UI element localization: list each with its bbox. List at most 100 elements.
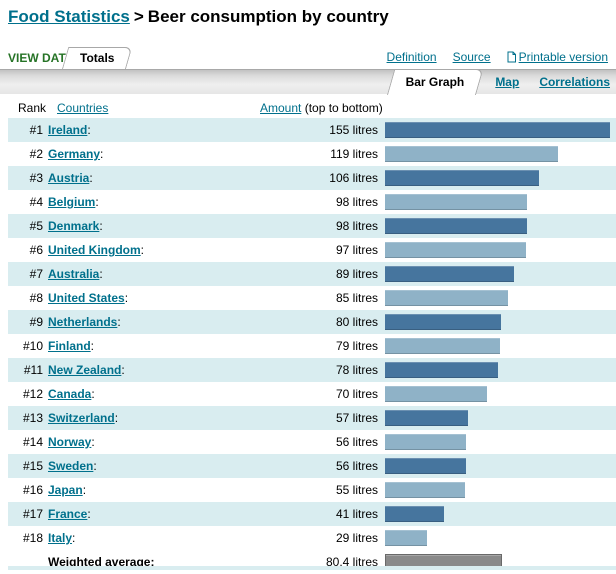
rank-cell: #12 bbox=[22, 387, 43, 401]
weighted-average-row: Weighted average: 80.4 litres bbox=[8, 550, 616, 574]
bar-area bbox=[378, 386, 616, 402]
table-row: #7 Australia: 89 litres bbox=[8, 262, 616, 286]
bar-area bbox=[378, 194, 616, 210]
bar-area bbox=[378, 314, 616, 330]
amount-bar bbox=[385, 434, 466, 450]
tab-totals[interactable]: Totals bbox=[62, 47, 133, 69]
country-colon: : bbox=[140, 243, 144, 257]
country-colon: : bbox=[82, 483, 87, 497]
country-link[interactable]: Switzerland bbox=[48, 411, 115, 425]
amount-column-header[interactable]: Amount bbox=[260, 101, 302, 115]
bar-area bbox=[378, 530, 616, 546]
rank-cell: #15 bbox=[22, 459, 43, 473]
country-link[interactable]: Norway bbox=[48, 435, 92, 449]
amount-bar bbox=[385, 290, 508, 306]
rank-cell: #2 bbox=[29, 147, 43, 161]
tab-map[interactable]: Map bbox=[495, 74, 520, 89]
printable-version[interactable]: Printable version bbox=[507, 50, 608, 64]
country-cell: United States: bbox=[43, 291, 300, 305]
bar-area bbox=[378, 482, 616, 498]
country-colon: : bbox=[99, 219, 103, 233]
amount-cell: 119 litres bbox=[330, 147, 378, 161]
bar-area bbox=[378, 290, 616, 306]
country-cell: Sweden: bbox=[43, 459, 300, 473]
country-link[interactable]: Sweden bbox=[48, 459, 94, 473]
country-link[interactable]: Australia bbox=[48, 267, 100, 281]
table-row: #15 Sweden: 56 litres bbox=[8, 454, 616, 478]
table-row: #16 Japan: 55 litres bbox=[8, 478, 616, 502]
country-cell: Netherlands: bbox=[43, 315, 300, 329]
rank-column-header: Rank bbox=[18, 101, 47, 115]
country-link[interactable]: France bbox=[48, 507, 88, 521]
bar-area bbox=[378, 170, 616, 186]
amount-cell: 78 litres bbox=[335, 363, 378, 377]
amount-cell: 106 litres bbox=[329, 171, 378, 185]
country-link[interactable]: Japan bbox=[48, 483, 83, 497]
tab-totals-label: Totals bbox=[80, 51, 115, 65]
bar-area bbox=[378, 338, 616, 354]
country-link[interactable]: New Zealand bbox=[48, 363, 122, 377]
country-link[interactable]: Ireland bbox=[48, 123, 88, 137]
country-link[interactable]: Finland bbox=[48, 339, 91, 353]
breadcrumb-food-statistics-link[interactable]: Food Statistics bbox=[8, 7, 130, 26]
amount-bar bbox=[385, 194, 527, 210]
bar-area bbox=[378, 506, 616, 522]
amount-column-header-group: Amount (top to bottom) bbox=[260, 101, 383, 115]
amount-bar bbox=[385, 122, 610, 138]
definition-link[interactable]: Definition bbox=[386, 50, 437, 64]
country-link[interactable]: Canada bbox=[48, 387, 92, 401]
bar-area bbox=[378, 122, 616, 138]
amount-cell: 56 litres bbox=[335, 435, 378, 449]
rank-cell: #6 bbox=[29, 243, 43, 257]
country-link[interactable]: Denmark bbox=[48, 219, 100, 233]
country-link[interactable]: United Kingdom bbox=[48, 243, 141, 257]
country-link[interactable]: Belgium bbox=[48, 195, 96, 209]
table-row: #11 New Zealand: 78 litres bbox=[8, 358, 616, 382]
country-cell: United Kingdom: bbox=[43, 243, 300, 257]
country-cell: Austria: bbox=[43, 171, 300, 185]
bar-area bbox=[378, 266, 616, 282]
amount-bar bbox=[385, 386, 487, 402]
amount-bar bbox=[385, 218, 527, 234]
table-row: #2 Germany: 119 litres bbox=[8, 142, 616, 166]
country-link[interactable]: Germany bbox=[48, 147, 101, 161]
country-link[interactable]: Netherlands bbox=[48, 315, 118, 329]
bar-area bbox=[378, 410, 616, 426]
tab-bar-graph[interactable]: Bar Graph bbox=[386, 68, 483, 95]
table-footer: Weighted average: 80.4 litres bbox=[8, 550, 616, 574]
country-link[interactable]: United States bbox=[48, 291, 125, 305]
source-link[interactable]: Source bbox=[452, 50, 491, 64]
country-cell: Germany: bbox=[43, 147, 300, 161]
country-link[interactable]: Italy bbox=[48, 531, 73, 545]
rank-cell: #7 bbox=[29, 267, 43, 281]
amount-cell: 57 litres bbox=[335, 411, 378, 425]
country-colon: : bbox=[117, 315, 121, 329]
page-title: Beer consumption by country bbox=[147, 7, 389, 26]
amount-bar bbox=[385, 170, 539, 186]
rank-cell: #3 bbox=[29, 171, 43, 185]
country-cell: Ireland: bbox=[43, 123, 300, 137]
country-colon: : bbox=[124, 291, 129, 305]
rank-cell: #16 bbox=[22, 483, 43, 497]
rank-cell: #13 bbox=[22, 411, 43, 425]
printable-version-link[interactable]: Printable version bbox=[518, 50, 608, 64]
country-cell: Norway: bbox=[43, 435, 300, 449]
rank-cell: #18 bbox=[22, 531, 43, 545]
country-colon: : bbox=[95, 195, 99, 209]
rank-cell: #4 bbox=[29, 195, 43, 209]
rank-cell: #14 bbox=[22, 435, 43, 449]
country-colon: : bbox=[89, 171, 93, 185]
rank-cell: #17 bbox=[22, 507, 43, 521]
country-colon: : bbox=[121, 363, 125, 377]
amount-cell: 98 litres bbox=[335, 195, 378, 209]
amount-bar bbox=[385, 410, 468, 426]
countries-column-header[interactable]: Countries bbox=[57, 101, 109, 115]
bar-area bbox=[378, 242, 616, 258]
rank-cell: #5 bbox=[29, 219, 43, 233]
country-colon: : bbox=[91, 387, 95, 401]
tab-correlations[interactable]: Correlations bbox=[539, 74, 610, 89]
country-colon: : bbox=[99, 267, 103, 281]
country-link[interactable]: Austria bbox=[48, 171, 90, 185]
table-row: #13 Switzerland: 57 litres bbox=[8, 406, 616, 430]
country-colon: : bbox=[93, 459, 97, 473]
